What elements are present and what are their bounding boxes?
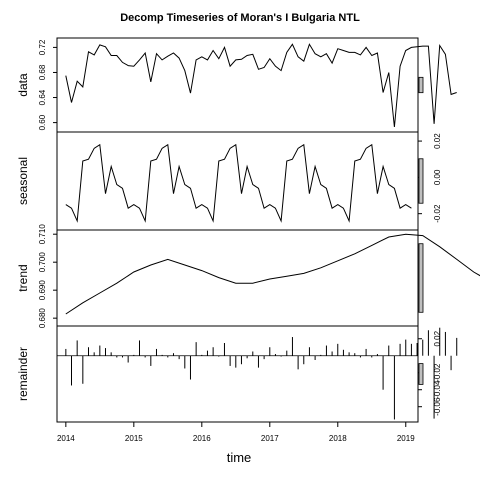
- scale-bar: [418, 158, 424, 204]
- y-tick-label: 0.02: [433, 330, 442, 346]
- series-line-trend: [65, 233, 480, 315]
- x-tick-label: 2016: [193, 434, 211, 443]
- y-tick-label: 0.60: [38, 114, 47, 130]
- y-tick-label: 0.680: [38, 308, 47, 329]
- panel-frame: [56, 131, 419, 231]
- x-tick-label: 2015: [125, 434, 143, 443]
- panel-remainder: remainder -0.06-0.04-0.02 0.02: [16, 325, 458, 423]
- scale-bar: [418, 76, 424, 94]
- y-tick-label: 0.72: [38, 39, 47, 55]
- y-tick-label: 0.68: [38, 64, 47, 80]
- y-tick-label: 0.64: [38, 89, 47, 105]
- y-axis-label-trend: trend: [16, 264, 30, 291]
- x-axis-label: time: [227, 450, 252, 465]
- scale-bar: [418, 243, 424, 313]
- y-tick-label: 0.00: [433, 169, 442, 185]
- x-tick-label: 2017: [261, 434, 279, 443]
- y-tick-label: -0.02: [433, 204, 442, 223]
- x-tick-label: 2014: [57, 434, 75, 443]
- series-line-data: [65, 43, 457, 128]
- chart-title: Decomp Timeseries of Moran's I Bulgaria …: [120, 12, 360, 24]
- y-tick-label: 0.02: [433, 133, 442, 149]
- panel-frame: [56, 325, 419, 423]
- panel-data: data 0.60 0.64 0.68 0.72: [16, 37, 457, 133]
- y-tick-label: 0.700: [38, 252, 47, 273]
- panels-group: data 0.60 0.64 0.68 0.72 seasonal -0.02 0.00 0.0…: [16, 37, 480, 423]
- y-axis-label-data: data: [16, 73, 30, 97]
- y-tick-label: -0.04: [433, 380, 442, 399]
- y-tick-label: -0.06: [433, 397, 442, 416]
- panel-frame: [56, 37, 419, 133]
- x-axis: 2014 2015 2016 2017 2018 2019: [57, 422, 415, 443]
- panel-frame: [56, 229, 419, 327]
- x-tick-label: 2018: [329, 434, 347, 443]
- y-tick-label: 0.710: [38, 224, 47, 245]
- y-axis-label-seasonal: seasonal: [16, 157, 30, 205]
- y-tick-label: -0.02: [433, 363, 442, 382]
- y-tick-label: 0.690: [38, 280, 47, 301]
- y-axis-label-remainder: remainder: [16, 347, 30, 401]
- series-line-seasonal: [65, 143, 412, 223]
- x-tick-label: 2019: [397, 434, 415, 443]
- panel-seasonal: seasonal -0.02 0.00 0.02: [16, 131, 442, 231]
- scale-bar: [418, 363, 424, 385]
- panel-trend: trend 0.680 0.690 0.700 0.710: [16, 224, 480, 329]
